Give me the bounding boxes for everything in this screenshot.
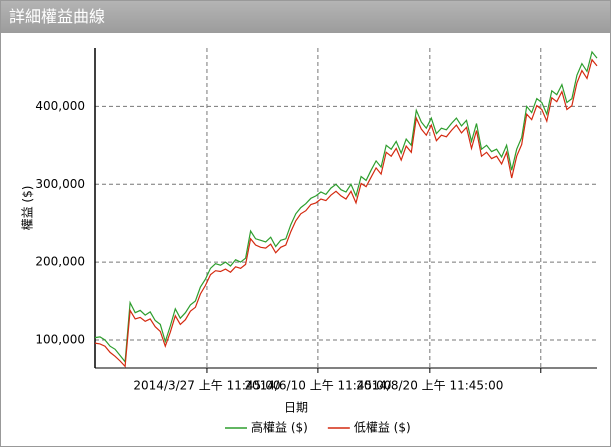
y-axis-label: 權益 ($) <box>21 186 35 231</box>
legend-label: 低權益 ($) <box>354 421 411 435</box>
y-tick-label: 400,000 <box>35 99 85 113</box>
x-tick-label: 2014/8/20 上午 11:45:00 <box>356 379 503 393</box>
window-title: 詳細權益曲線 <box>1 1 610 33</box>
y-tick-label: 100,000 <box>35 332 85 346</box>
x-tick-label: 2014/3/27 上午 11:45:00 <box>133 379 280 393</box>
plot-area <box>95 48 597 368</box>
y-tick-label: 200,000 <box>35 255 85 269</box>
series-line <box>94 58 598 368</box>
series-line <box>94 50 598 364</box>
x-tick-label: 2014/6/10 上午 11:45:00 <box>244 379 391 393</box>
legend-label: 高權益 ($) <box>251 420 308 435</box>
x-axis-label: 日期 <box>284 401 308 415</box>
y-tick-label: 300,000 <box>35 177 85 191</box>
